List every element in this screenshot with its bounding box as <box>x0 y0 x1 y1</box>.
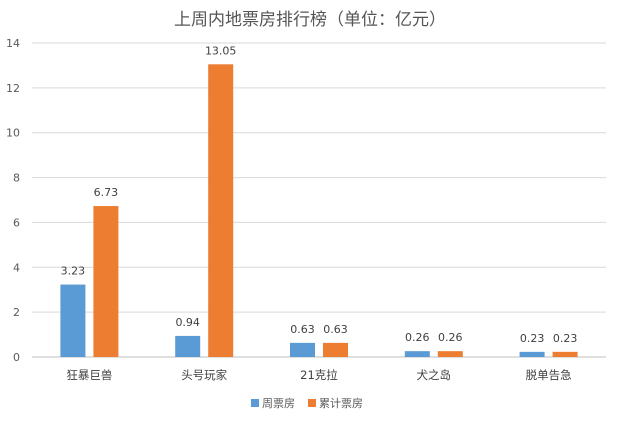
bar-cumulative <box>552 351 578 357</box>
bar-cumulative <box>208 64 234 358</box>
y-tick-label: 12 <box>6 82 20 95</box>
bar-cumulative <box>437 351 463 357</box>
x-category-label: 狂暴巨兽 <box>66 368 112 382</box>
bar-weekly <box>60 284 86 357</box>
x-axis-categories: 狂暴巨兽 头号玩家 21克拉 犬之岛 脱单告急 <box>66 368 571 382</box>
y-tick-label: 0 <box>13 351 20 364</box>
legend: 周票房 累计票房 <box>251 397 363 410</box>
data-label: 0.94 <box>175 316 200 329</box>
bars <box>60 64 578 358</box>
x-category-label: 头号玩家 <box>181 368 227 382</box>
data-label: 3.23 <box>61 265 86 278</box>
bar-weekly <box>404 351 430 357</box>
data-labels: 3.23 6.73 0.94 13.05 0.63 0.63 0.26 0.26 0.23 0.2… <box>61 44 578 345</box>
legend-label: 周票房 <box>262 397 295 410</box>
y-tick-label: 8 <box>13 172 20 185</box>
y-tick-label: 2 <box>13 306 20 319</box>
y-tick-label: 6 <box>13 216 20 229</box>
y-tick-label: 10 <box>6 127 20 140</box>
bar-weekly <box>175 335 201 357</box>
bar-cumulative <box>323 342 348 357</box>
x-category-label: 21克拉 <box>300 368 338 382</box>
data-label: 0.23 <box>520 332 545 345</box>
y-tick-label: 14 <box>6 37 20 50</box>
data-label: 0.63 <box>290 323 315 336</box>
y-tick-label: 4 <box>13 261 20 274</box>
legend-swatch <box>308 399 316 407</box>
gridlines <box>32 42 606 358</box>
chart-title: 上周内地票房排行榜（单位：亿元） <box>174 10 446 30</box>
x-category-label: 脱单告急 <box>526 368 572 382</box>
bar-weekly <box>519 351 545 357</box>
bar-cumulative <box>93 206 119 357</box>
data-label: 13.05 <box>205 44 237 57</box>
data-label: 0.26 <box>405 331 430 344</box>
legend-label: 累计票房 <box>319 397 363 410</box>
data-label: 0.23 <box>553 332 578 345</box>
bar-weekly <box>290 342 315 357</box>
data-label: 0.63 <box>323 323 348 336</box>
x-category-label: 犬之岛 <box>417 368 452 382</box>
data-label: 0.26 <box>438 331 463 344</box>
data-label: 6.73 <box>94 186 119 199</box>
legend-swatch <box>251 399 259 407</box>
y-axis-ticks: 0 2 4 6 8 10 12 14 <box>6 37 20 364</box>
